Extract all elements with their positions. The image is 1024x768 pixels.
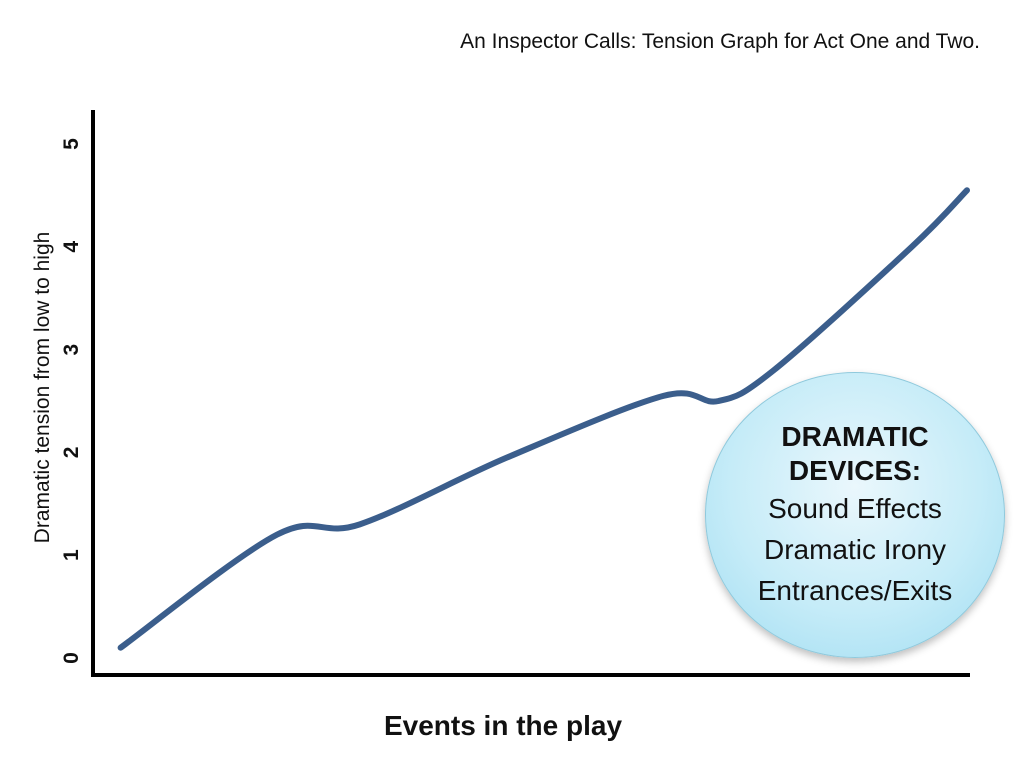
y-tick-label: 0 (60, 652, 83, 664)
callout-item-dramatic-irony: Dramatic Irony (763, 533, 947, 565)
y-tick-labels: 0 1 2 3 4 5 (60, 138, 83, 664)
callout-heading: DRAMATIC DEVICES: (781, 420, 929, 486)
y-tick-label: 2 (60, 447, 83, 459)
y-tick-label: 3 (60, 344, 83, 356)
callout-item-entrances-exits: Entrances/Exits (757, 574, 953, 606)
tension-line (117, 187, 970, 651)
chart-title: An Inspector Calls: Tension Graph for Ac… (460, 30, 980, 53)
y-tick-label: 4 (60, 241, 83, 253)
dramatic-devices-callout: DRAMATIC DEVICES: Sound Effects Dramatic… (705, 372, 1005, 658)
y-tick-label: 5 (60, 138, 83, 150)
y-tick-label: 1 (60, 549, 83, 561)
callout-item-sound-effects: Sound Effects (768, 492, 942, 524)
x-axis-label: Events in the play (384, 710, 622, 741)
y-axis-label: Dramatic tension from low to high (31, 232, 54, 544)
